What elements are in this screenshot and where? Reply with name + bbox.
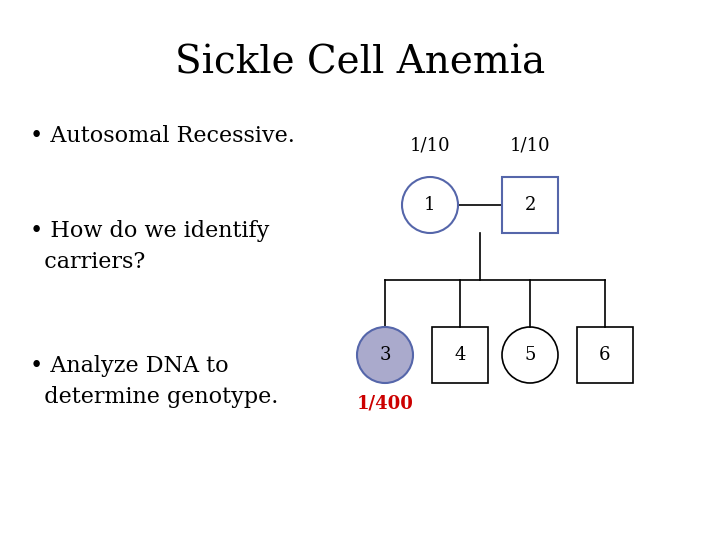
Text: 5: 5 bbox=[524, 346, 536, 364]
Text: 6: 6 bbox=[599, 346, 611, 364]
Text: 1/10: 1/10 bbox=[410, 137, 450, 155]
Text: Sickle Cell Anemia: Sickle Cell Anemia bbox=[175, 45, 545, 82]
Text: 1/400: 1/400 bbox=[356, 395, 413, 413]
Text: • Analyze DNA to
  determine genotype.: • Analyze DNA to determine genotype. bbox=[30, 355, 279, 408]
Text: 1: 1 bbox=[424, 196, 436, 214]
Text: • Autosomal Recessive.: • Autosomal Recessive. bbox=[30, 125, 295, 147]
Circle shape bbox=[357, 327, 413, 383]
Text: 4: 4 bbox=[454, 346, 466, 364]
Text: 3: 3 bbox=[379, 346, 391, 364]
Text: • How do we identify
  carriers?: • How do we identify carriers? bbox=[30, 220, 269, 273]
Text: 1/10: 1/10 bbox=[510, 137, 550, 155]
Text: 2: 2 bbox=[524, 196, 536, 214]
